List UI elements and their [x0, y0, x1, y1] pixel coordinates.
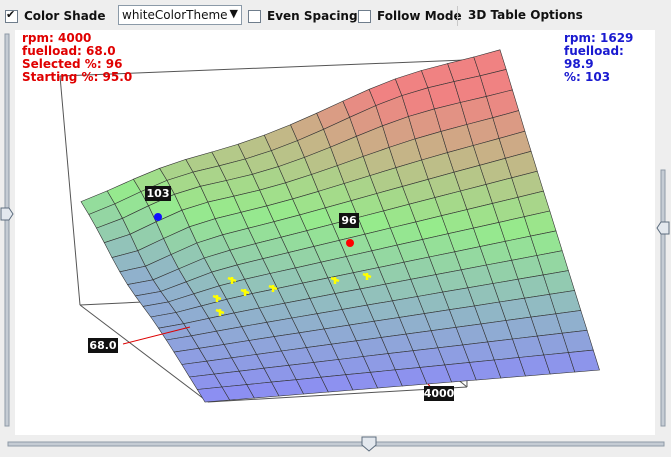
hover-rpm: rpm: 1629	[564, 31, 634, 45]
slider-track[interactable]	[660, 169, 666, 427]
checkbox-checked-icon[interactable]	[5, 8, 18, 23]
slider-thumb[interactable]	[0, 207, 14, 221]
color-shade-label: Color Shade	[24, 9, 106, 23]
slider-thumb[interactable]	[361, 436, 377, 452]
highlighted-cell-marker	[240, 288, 250, 296]
hover-value-label: 103	[145, 186, 171, 201]
slider-track[interactable]	[4, 33, 10, 427]
highlighted-cell-marker	[268, 284, 278, 292]
toolbar: Color Shade whiteColorTheme ▼ Even Spaci…	[0, 0, 671, 30]
checkbox-icon[interactable]	[248, 9, 261, 23]
3d-table-plot[interactable]: 103 96 68.0 4000 rpm: 4000 fuelload: 68.…	[15, 30, 655, 435]
hover-info: rpm: 1629 fuelload: 98.9 %: 103	[564, 32, 655, 84]
highlighted-cell-marker	[227, 276, 237, 284]
follow-mode-checkbox[interactable]: Follow Mode	[358, 7, 462, 25]
current-rpm: rpm: 4000	[22, 31, 92, 45]
svg-text:96: 96	[341, 214, 357, 227]
current-fuelload: fuelload: 68.0	[22, 44, 116, 58]
rpm-axis-label: 4000	[424, 386, 455, 401]
current-info: rpm: 4000 fuelload: 68.0 Selected %: 96 …	[22, 32, 132, 84]
surface-svg[interactable]: 103 96 68.0 4000	[15, 30, 655, 435]
theme-dropdown[interactable]: whiteColorTheme ▼	[118, 5, 242, 25]
hover-point[interactable]	[154, 213, 162, 221]
surface-mesh	[80, 49, 600, 403]
follow-mode-label: Follow Mode	[377, 9, 462, 23]
surface-cell[interactable]	[568, 349, 600, 373]
toolbar-separator	[457, 6, 458, 26]
selected-value-label: 96	[339, 213, 359, 228]
even-spacing-label: Even Spacing	[267, 9, 358, 23]
hover-fuelload: fuelload: 98.9	[564, 44, 624, 71]
slider-thumb[interactable]	[656, 221, 670, 235]
left-vertical-slider[interactable]	[0, 30, 14, 430]
chevron-down-icon[interactable]: ▼	[229, 7, 238, 20]
color-shade-checkbox[interactable]: Color Shade	[5, 7, 106, 25]
selected-point[interactable]	[346, 239, 354, 247]
even-spacing-checkbox[interactable]: Even Spacing	[248, 7, 358, 25]
hover-percent: %: 103	[564, 70, 611, 84]
svg-text:4000: 4000	[424, 387, 455, 400]
bottom-horizontal-slider[interactable]	[0, 436, 671, 456]
fuelload-axis-label: 68.0	[88, 338, 118, 353]
fuelload-axis-pointer	[122, 326, 191, 345]
slider-track[interactable]	[7, 441, 665, 447]
highlighted-cell-marker	[212, 294, 222, 302]
highlighted-cell-marker	[330, 276, 340, 284]
highlighted-cell-marker	[362, 272, 372, 280]
checkbox-icon[interactable]	[358, 9, 371, 23]
table-options-button[interactable]: 3D Table Options	[468, 8, 583, 22]
highlighted-cell-marker	[215, 308, 225, 316]
svg-text:68.0: 68.0	[89, 339, 116, 352]
surface-markers	[154, 213, 372, 316]
svg-text:103: 103	[147, 187, 170, 200]
selected-percent: Selected %: 96	[22, 57, 123, 71]
right-vertical-slider[interactable]	[656, 30, 670, 430]
theme-dropdown-value: whiteColorTheme	[122, 8, 228, 22]
starting-percent: Starting %: 95.0	[22, 70, 133, 84]
